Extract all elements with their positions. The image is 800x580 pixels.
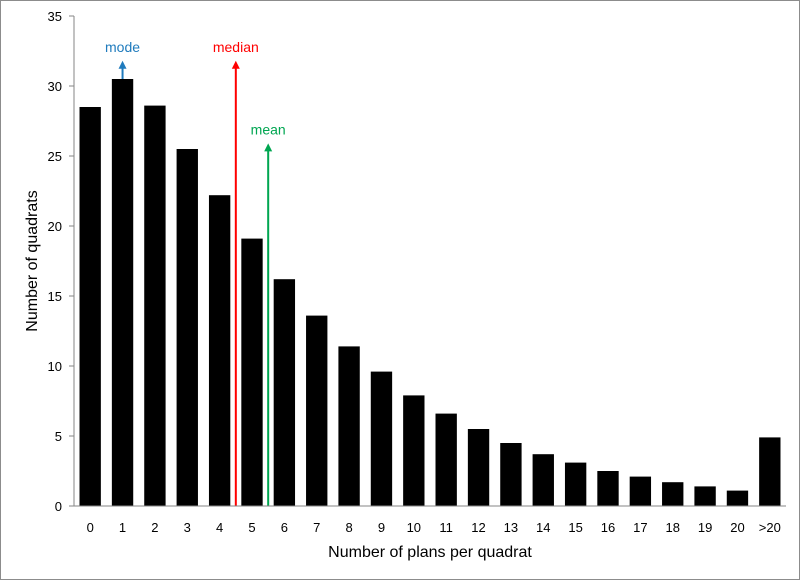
x-tick-label: 20 — [730, 520, 744, 535]
y-axis-ticks: 0 5 10 15 20 25 30 35 — [48, 9, 74, 514]
bar — [467, 429, 490, 506]
bar — [597, 471, 619, 506]
y-tick-label: 25 — [48, 149, 62, 164]
x-tick-label: 6 — [281, 520, 288, 535]
x-tick-label: 15 — [568, 520, 582, 535]
bar — [241, 238, 263, 506]
annotation-label: mean — [251, 121, 286, 137]
x-tick-label: 7 — [313, 520, 320, 535]
bar — [500, 443, 522, 506]
bar — [662, 482, 684, 506]
bar — [273, 279, 296, 506]
x-axis-title: Number of plans per quadrat — [328, 544, 532, 561]
annotations: mode median mean — [105, 39, 286, 506]
x-axis-ticks: 0 1 2 3 4 5 6 7 8 9 10 11 12 13 14 15 16 17 18 19 20 >20 — [87, 520, 781, 535]
bar — [111, 79, 134, 506]
y-tick-label: 10 — [48, 359, 62, 374]
bar — [726, 490, 749, 506]
x-tick-label: 2 — [151, 520, 158, 535]
annotation-arrow-head — [264, 143, 273, 152]
y-tick-label: 5 — [55, 429, 62, 444]
x-tick-label: >20 — [759, 520, 781, 535]
bar — [176, 149, 198, 506]
x-tick-label: 9 — [378, 520, 385, 535]
x-tick-label: 12 — [471, 520, 485, 535]
x-tick-label: 8 — [345, 520, 352, 535]
y-tick-label: 30 — [48, 79, 62, 94]
bar — [629, 476, 652, 506]
bar — [403, 395, 425, 506]
annotation-label: mode — [105, 39, 140, 55]
y-tick-label: 0 — [55, 499, 62, 514]
annotation-label: median — [213, 39, 259, 55]
x-tick-label: 5 — [248, 520, 255, 535]
x-tick-label: 17 — [633, 520, 647, 535]
x-tick-label: 1 — [119, 520, 126, 535]
y-axis-title: Number of quadrats — [24, 190, 41, 331]
bar — [759, 437, 781, 506]
bar — [144, 105, 166, 506]
x-tick-label: 18 — [665, 520, 679, 535]
x-tick-label: 10 — [407, 520, 421, 535]
bar — [435, 413, 457, 506]
bar — [208, 195, 231, 506]
x-tick-label: 19 — [698, 520, 712, 535]
bar — [79, 107, 101, 506]
bar — [370, 371, 393, 506]
x-tick-label: 0 — [87, 520, 94, 535]
y-tick-label: 20 — [48, 219, 62, 234]
x-tick-label: 16 — [601, 520, 615, 535]
annotation-arrow-head — [231, 60, 240, 69]
x-tick-label: 11 — [439, 520, 453, 535]
bar — [338, 346, 360, 506]
annotation-arrow-head — [118, 60, 127, 69]
x-tick-label: 3 — [184, 520, 191, 535]
x-tick-label: 14 — [536, 520, 550, 535]
x-tick-label: 4 — [216, 520, 223, 535]
y-tick-label: 35 — [48, 9, 62, 24]
bars — [79, 79, 781, 506]
bar — [532, 454, 554, 506]
bar — [564, 462, 587, 506]
bar — [694, 486, 716, 506]
x-tick-label: 13 — [504, 520, 518, 535]
bar — [306, 315, 328, 506]
y-tick-label: 15 — [48, 289, 62, 304]
